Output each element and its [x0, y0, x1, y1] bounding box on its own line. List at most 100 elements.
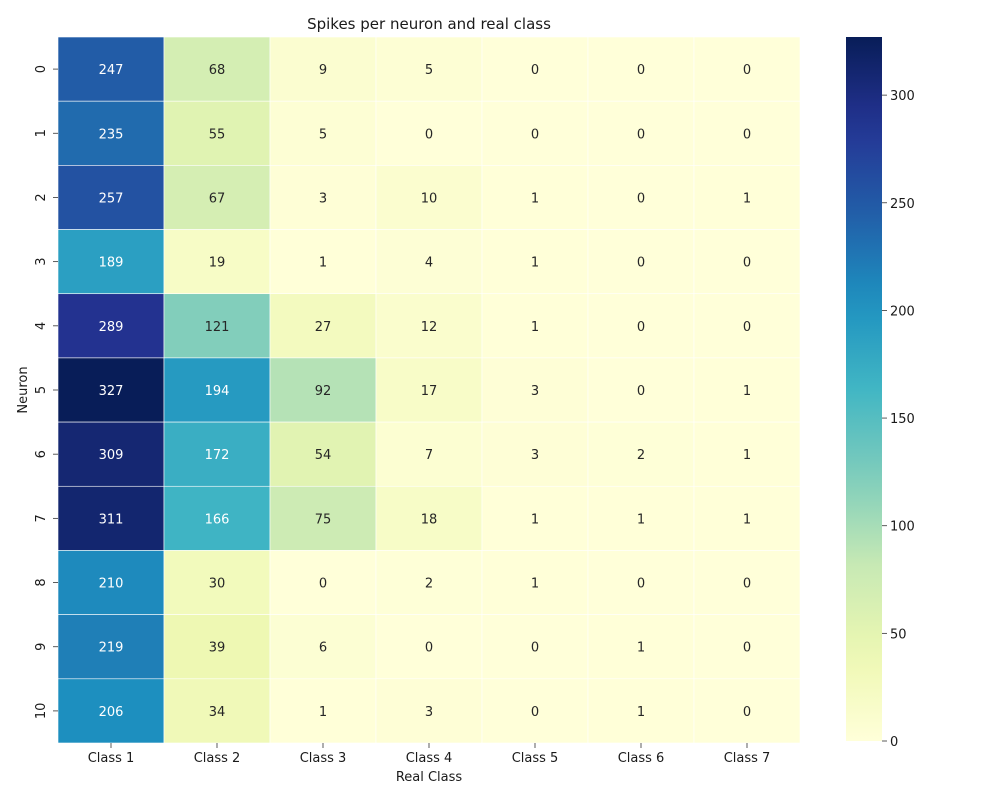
colorbar-tick-label: 100: [890, 520, 915, 535]
cell-value-label: 0: [531, 63, 539, 78]
y-tick-label: 0: [34, 65, 49, 73]
heatmap-cell: [57, 614, 165, 680]
heatmap-cell: [269, 165, 377, 230]
cell-value-label: 0: [531, 127, 539, 142]
y-axis-label: Neuron: [16, 366, 31, 413]
heatmap-cell: [375, 485, 483, 551]
y-tick-label: 4: [34, 322, 49, 330]
cell-value-label: 327: [99, 384, 124, 399]
cell-value-label: 55: [209, 127, 226, 142]
y-tick-label: 6: [34, 450, 49, 458]
heatmap-cells: [57, 36, 801, 744]
heatmap-cell: [57, 165, 165, 230]
heatmap-cell: [481, 678, 589, 744]
cell-value-label: 0: [743, 577, 751, 592]
colorbar-tick-label: 50: [890, 627, 907, 642]
cell-value-label: 1: [531, 512, 539, 527]
heatmap-cell: [481, 357, 589, 423]
heatmap-cell: [587, 678, 695, 744]
cell-value-label: 166: [205, 512, 230, 527]
heatmap-cell: [693, 485, 801, 551]
x-tick-label: Class 5: [512, 751, 559, 766]
heatmap-cell: [587, 550, 695, 615]
heatmap-cell: [587, 36, 695, 102]
cell-value-label: 0: [743, 641, 751, 656]
cell-value-label: 1: [319, 256, 327, 271]
colorbar-ticks: 0 50 100 150 200 250 300: [882, 89, 915, 750]
cell-value-label: 0: [425, 641, 433, 656]
heatmap-cell: [163, 36, 271, 102]
cell-value-label: 0: [637, 256, 645, 271]
cell-value-label: 75: [315, 512, 332, 527]
heatmap-cell: [587, 421, 695, 487]
cell-value-label: 3: [531, 384, 539, 399]
heatmap-cell: [693, 678, 801, 744]
heatmap-cell: [693, 421, 801, 487]
heatmap-cell: [375, 614, 483, 680]
cell-value-label: 235: [99, 127, 124, 142]
cell-value-label: 54: [315, 448, 332, 463]
cell-value-label: 4: [425, 256, 433, 271]
colorbar: [846, 37, 882, 741]
heatmap-cell: [693, 100, 801, 166]
cell-value-label: 1: [531, 191, 539, 206]
heatmap-cell: [693, 229, 801, 295]
y-axis-ticks: 0 1 2 3 4 5 6 7 8 9 10: [34, 65, 58, 719]
heatmap-cell: [375, 678, 483, 744]
heatmap-cell: [57, 36, 165, 102]
heatmap-cell: [693, 357, 801, 423]
cell-value-label: 17: [421, 384, 438, 399]
y-tick-label: 5: [34, 386, 49, 394]
cell-value-label: 3: [425, 705, 433, 720]
cell-value-label: 0: [637, 127, 645, 142]
heatmap-cell: [481, 614, 589, 680]
heatmap-cell: [481, 485, 589, 551]
heatmap-cell: [481, 165, 589, 230]
cell-value-label: 67: [209, 191, 226, 206]
cell-value-label: 5: [319, 127, 327, 142]
cell-value-label: 289: [99, 320, 124, 335]
heatmap-cell: [163, 165, 271, 230]
cell-value-label: 0: [743, 256, 751, 271]
cell-value-label: 172: [205, 448, 230, 463]
cell-value-label: 12: [421, 320, 438, 335]
cell-value-label: 219: [99, 641, 124, 656]
cell-value-label: 247: [99, 63, 124, 78]
cell-value-label: 0: [637, 320, 645, 335]
heatmap-cell: [481, 100, 589, 166]
x-axis-label: Real Class: [396, 770, 463, 785]
heatmap-cell: [269, 421, 377, 487]
colorbar-tick-label: 250: [890, 197, 915, 212]
heatmap-cell: [57, 485, 165, 551]
heatmap-cell: [57, 421, 165, 487]
heatmap-cell: [375, 229, 483, 295]
cell-value-label: 0: [531, 641, 539, 656]
y-tick-label: 2: [34, 193, 49, 201]
cell-value-label: 3: [531, 448, 539, 463]
heatmap-cell: [481, 421, 589, 487]
cell-value-label: 68: [209, 63, 226, 78]
cell-value-label: 0: [637, 384, 645, 399]
heatmap-cell: [587, 614, 695, 680]
cell-value-label: 1: [319, 705, 327, 720]
cell-value-label: 0: [531, 705, 539, 720]
cell-value-label: 257: [99, 191, 124, 206]
heatmap-cell: [163, 485, 271, 551]
cell-value-label: 18: [421, 512, 438, 527]
heatmap-cell: [57, 229, 165, 295]
cell-value-label: 39: [209, 641, 226, 656]
heatmap-cell: [163, 229, 271, 295]
heatmap-cell: [269, 614, 377, 680]
cell-value-label: 3: [319, 191, 327, 206]
heatmap-cell: [269, 293, 377, 359]
colorbar-tick-label: 150: [890, 412, 915, 427]
heatmap-cell: [269, 100, 377, 166]
heatmap-cell: [693, 293, 801, 359]
x-tick-label: Class 4: [406, 751, 453, 766]
cell-value-label: 311: [99, 512, 124, 527]
cell-value-label: 19: [209, 256, 226, 271]
cell-value-label: 1: [637, 512, 645, 527]
heatmap-cell: [269, 36, 377, 102]
heatmap-cell: [693, 614, 801, 680]
